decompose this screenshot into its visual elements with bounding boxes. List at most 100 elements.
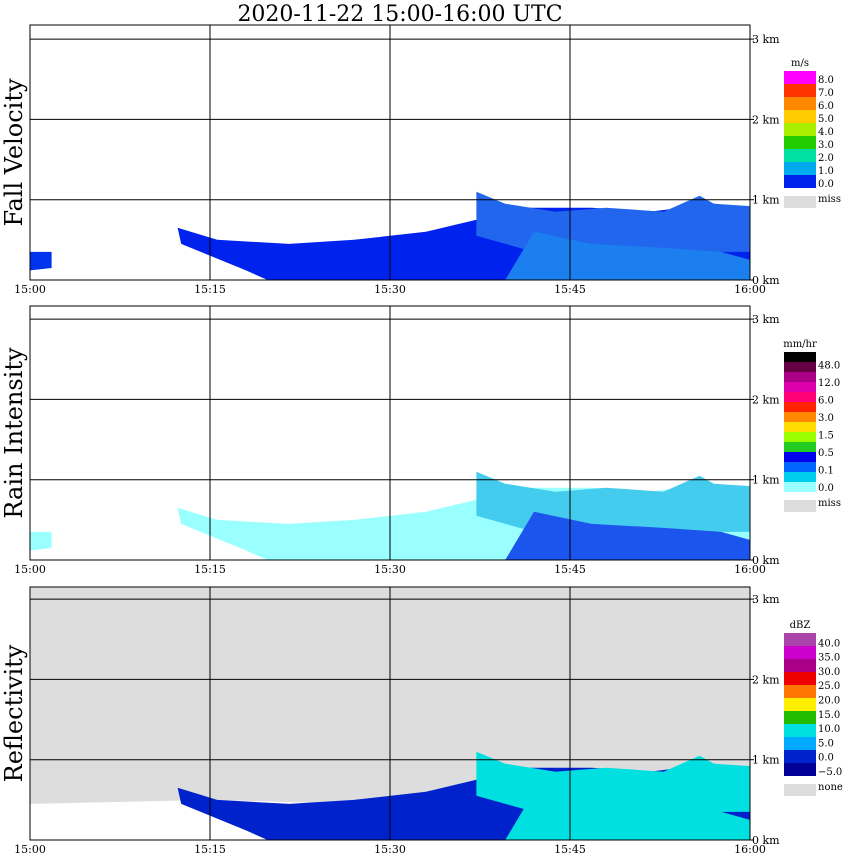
panel-1-xtick-label-2: 15:30 bbox=[374, 283, 406, 296]
panel-2-legend-level-5: 0.5 bbox=[818, 448, 834, 459]
panel-1-xtick-label-0: 15:00 bbox=[14, 283, 46, 296]
panel-3-legend-level-6: 10.0 bbox=[818, 724, 840, 735]
panel-2-legend-level-0: 48.0 bbox=[818, 361, 840, 372]
panel-3-legend-swatch-2 bbox=[784, 659, 816, 672]
panel-2-legend-swatch-4 bbox=[784, 392, 816, 402]
panel-1-legend-swatch-2 bbox=[784, 97, 816, 110]
panel-3-xtick-label-1: 15:15 bbox=[194, 843, 226, 856]
panel-3-legend-level-2: 30.0 bbox=[818, 667, 840, 678]
panel-1-legend-level-5: 3.0 bbox=[818, 140, 834, 151]
panel-2-xtick-label-3: 15:45 bbox=[554, 563, 586, 576]
panel-3-legend-swatch-0 bbox=[784, 633, 816, 646]
panel-1-legend-unit: m/s bbox=[791, 58, 809, 69]
panel-3-ytick-label-3: 3 km bbox=[752, 593, 780, 606]
panel-1-legend-swatch-4 bbox=[784, 123, 816, 136]
panel-2-legend-swatch-6 bbox=[784, 412, 816, 422]
panel-2-legend-swatch-8 bbox=[784, 432, 816, 442]
panel-3-xtick-label-0: 15:00 bbox=[14, 843, 46, 856]
panel-3-legend-level-4: 20.0 bbox=[818, 696, 840, 707]
panel-2-xtick-label-4: 16:00 bbox=[734, 563, 766, 576]
panel-1-legend-swatch-8 bbox=[784, 175, 816, 188]
panel-1-ytick-label-1: 1 km bbox=[752, 194, 780, 207]
panel-2-title: Rain Intensity bbox=[0, 347, 28, 519]
panel-1-legend-level-0: 8.0 bbox=[818, 75, 834, 86]
panel-2-ytick-label-1: 1 km bbox=[752, 474, 780, 487]
panel-3-legend-swatch-4 bbox=[784, 685, 816, 698]
panel-3-legend-level-8: 0.0 bbox=[818, 753, 834, 764]
panel-3-ytick-label-1: 1 km bbox=[752, 754, 780, 767]
panel-1-title: Fall Velocity bbox=[0, 78, 28, 227]
panel-2-legend-level-6: 0.1 bbox=[818, 466, 834, 477]
panel-2-xtick-label-2: 15:30 bbox=[374, 563, 406, 576]
panel-1-ytick-label-3: 3 km bbox=[752, 33, 780, 46]
panel-2-ytick-label-2: 2 km bbox=[752, 393, 780, 406]
panel-1-legend-missing-swatch bbox=[784, 196, 816, 208]
panel-3-legend-swatch-8 bbox=[784, 737, 816, 750]
panel-2-xtick-label-0: 15:00 bbox=[14, 563, 46, 576]
panel-1-legend-missing-label: miss bbox=[818, 194, 841, 205]
panel-2-legend-level-2: 6.0 bbox=[818, 396, 834, 407]
panel-3-legend-swatch-5 bbox=[784, 698, 816, 711]
panel-1-ytick-label-2: 2 km bbox=[752, 113, 780, 126]
panel-1-legend-swatch-0 bbox=[784, 71, 816, 84]
panel-1-echo-core bbox=[505, 231, 750, 280]
panel-2-legend-swatch-9 bbox=[784, 442, 816, 452]
panel-2-legend-swatch-1 bbox=[784, 362, 816, 372]
panel-2-frame bbox=[29, 305, 751, 561]
panel-3-xtick-label-3: 15:45 bbox=[554, 843, 586, 856]
panel-2-ytick-label-0: 0 km bbox=[752, 554, 780, 567]
panel-1-xtick-label-1: 15:15 bbox=[194, 283, 226, 296]
panel-3-title: Reflectivity bbox=[0, 644, 28, 782]
panel-2-legend-swatch-0 bbox=[784, 352, 816, 362]
panel-2-legend-missing-label: miss bbox=[818, 498, 841, 509]
panel-1-legend-swatch-7 bbox=[784, 162, 816, 175]
panel-1-xtick-label-4: 16:00 bbox=[734, 283, 766, 296]
panel-2-legend-swatch-13 bbox=[784, 482, 816, 492]
panel-3-legend-swatch-7 bbox=[784, 724, 816, 737]
panel-2-legend-missing-swatch bbox=[784, 500, 816, 512]
panel-1-legend-swatch-3 bbox=[784, 110, 816, 123]
panel-1-ytick-label-0: 0 km bbox=[752, 274, 780, 287]
panel-2-legend-unit: mm/hr bbox=[783, 339, 817, 350]
panel-3-legend-swatch-1 bbox=[784, 646, 816, 659]
panel-2-legend-swatch-5 bbox=[784, 402, 816, 412]
panel-3-legend-missing-label: none bbox=[818, 782, 843, 793]
panel-2-legend-level-1: 12.0 bbox=[818, 378, 840, 389]
panel-1-legend-level-6: 2.0 bbox=[818, 153, 834, 164]
panel-1-frame bbox=[29, 24, 751, 281]
panel-1-legend-level-4: 4.0 bbox=[818, 127, 834, 138]
panel-3-echo-left bbox=[30, 811, 52, 831]
panel-3-xtick-label-4: 16:00 bbox=[734, 843, 766, 856]
panel-1-legend-swatch-5 bbox=[784, 136, 816, 149]
panel-1-legend-level-3: 5.0 bbox=[818, 114, 834, 125]
panel-3-frame bbox=[29, 586, 751, 841]
panel-3-legend-level-3: 25.0 bbox=[818, 681, 840, 692]
figure-title: 2020-11-22 15:00-16:00 UTC bbox=[237, 2, 563, 27]
panel-2-legend-swatch-2 bbox=[784, 372, 816, 382]
panel-3-legend-level-0: 40.0 bbox=[818, 638, 840, 649]
panel-2-legend-swatch-10 bbox=[784, 452, 816, 462]
panel-1-legend-level-1: 7.0 bbox=[818, 88, 834, 99]
panel-3-legend-swatch-10 bbox=[784, 763, 816, 776]
panel-3-ytick-label-2: 2 km bbox=[752, 673, 780, 686]
panel-3-legend-swatch-3 bbox=[784, 672, 816, 685]
panel-3-echo-core bbox=[505, 791, 750, 840]
panel-2-legend-swatch-7 bbox=[784, 422, 816, 432]
panel-2-xtick-label-1: 15:15 bbox=[194, 563, 226, 576]
panel-3-xtick-label-2: 15:30 bbox=[374, 843, 406, 856]
panel-2-legend-level-4: 1.5 bbox=[818, 431, 834, 442]
panel-3-legend-level-1: 35.0 bbox=[818, 653, 840, 664]
panel-2-legend-swatch-12 bbox=[784, 472, 816, 482]
panel-1-legend-level-8: 0.0 bbox=[818, 179, 834, 190]
panel-2-ytick-label-3: 3 km bbox=[752, 313, 780, 326]
panel-2-legend-level-7: 0.0 bbox=[818, 483, 834, 494]
panel-2-legend-swatch-11 bbox=[784, 462, 816, 472]
panel-1-legend-level-2: 6.0 bbox=[818, 101, 834, 112]
panel-3-legend-missing-swatch bbox=[784, 784, 816, 796]
panel-3-legend-swatch-9 bbox=[784, 750, 816, 763]
panel-1-echo-left bbox=[30, 251, 52, 271]
panel-2-legend-level-3: 3.0 bbox=[818, 413, 834, 424]
panel-3-legend-unit: dBZ bbox=[790, 620, 811, 631]
panel-1-legend-swatch-1 bbox=[784, 84, 816, 97]
